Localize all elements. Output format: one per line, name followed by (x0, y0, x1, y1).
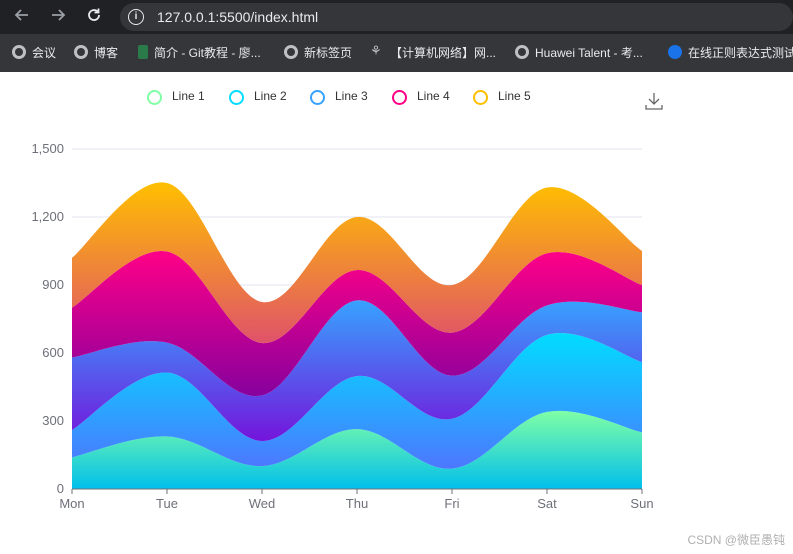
site-info-icon[interactable]: i (128, 9, 144, 25)
legend-label: Line 4 (417, 89, 450, 103)
download-icon (645, 93, 663, 110)
y-tick-label: 0 (57, 481, 64, 496)
y-tick-label: 600 (42, 345, 64, 360)
arrow-right-icon (52, 9, 66, 21)
browser-toolbar: i 127.0.0.1:5500/index.html (0, 0, 793, 34)
x-tick-label: Tue (156, 496, 178, 511)
globe-icon (284, 45, 298, 59)
url-text[interactable]: 127.0.0.1:5500/index.html (157, 9, 319, 25)
area-series-1[interactable] (72, 410, 642, 489)
legend-marker (392, 90, 407, 105)
bookmark-item[interactable]: 新标签页 (284, 45, 352, 61)
x-tick-label: Mon (59, 496, 84, 511)
legend-marker (473, 90, 488, 105)
x-tick-label: Thu (346, 496, 368, 511)
back-button[interactable] (12, 7, 32, 27)
x-tick-label: Sun (630, 496, 653, 511)
y-tick-label: 1,200 (31, 209, 64, 224)
bookmarks-bar: 会议 博客 简介 - Git教程 - 廖... 新标签页 ⚘ 【计算机网络】网..… (0, 34, 793, 72)
x-tick-label: Sat (537, 496, 557, 511)
bookmark-item[interactable]: 博客 (74, 45, 118, 61)
legend-label: Line 3 (335, 89, 368, 103)
globe-icon (515, 45, 529, 59)
chart-container: Line 1 Line 2 Line 3 Line 4 Line 5 0 300 6… (0, 72, 793, 554)
legend-marker (310, 90, 325, 105)
legend-label: Line 1 (172, 89, 205, 103)
globe-icon (12, 45, 26, 59)
y-tick-label: 300 (42, 413, 64, 428)
reload-icon (88, 8, 100, 21)
area-series-2[interactable] (72, 332, 642, 469)
globe-icon (74, 45, 88, 59)
area-series-4[interactable] (72, 250, 642, 397)
reload-button[interactable] (84, 7, 104, 27)
watermark: CSDN @微臣愚钝 (687, 533, 785, 547)
save-as-image-button[interactable] (645, 92, 663, 110)
legend-label: Line 5 (498, 89, 531, 103)
legend-marker (229, 90, 244, 105)
stacked-area-chart: 0 300 600 900 1,200 1,500 Mon Tue Wed Thu Fri Sat Su… (31, 141, 653, 511)
area-series-3[interactable] (72, 300, 642, 441)
x-tick-label: Wed (249, 496, 276, 511)
y-tick-label: 1,500 (31, 141, 64, 156)
git-icon (138, 45, 148, 59)
forward-button[interactable] (48, 7, 68, 27)
bookmark-item[interactable]: 在线正则表达式测试 (668, 45, 793, 61)
network-icon: ⚘ (370, 43, 382, 58)
arrow-left-icon (14, 9, 28, 21)
bookmark-item[interactable]: 简介 - Git教程 - 廖... (138, 45, 261, 61)
x-tick-label: Fri (444, 496, 459, 511)
bookmark-item[interactable]: Huawei Talent - 考... (515, 45, 643, 61)
regex-icon (668, 45, 682, 59)
address-bar[interactable]: i 127.0.0.1:5500/index.html (120, 3, 793, 31)
bookmark-item[interactable]: 会议 (12, 45, 56, 61)
legend-marker (147, 90, 162, 105)
legend-label: Line 2 (254, 89, 287, 103)
area-series-5[interactable] (72, 182, 642, 344)
bookmark-item[interactable]: ⚘ 【计算机网络】网... (370, 43, 497, 60)
y-tick-label: 900 (42, 277, 64, 292)
